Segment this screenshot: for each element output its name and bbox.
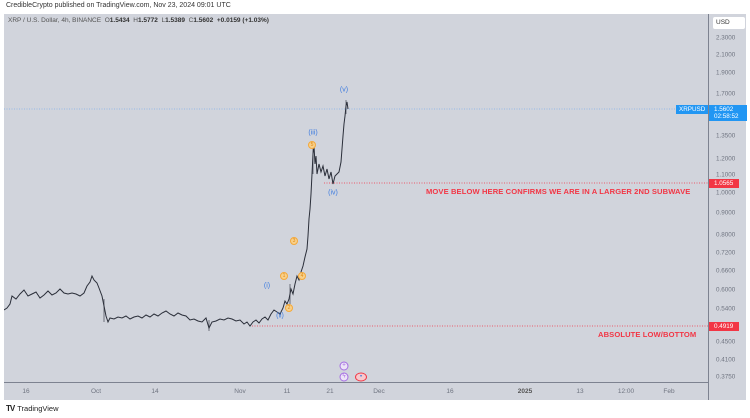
tradingview-logo-icon: TV bbox=[6, 404, 15, 413]
y-tick: 1.9000 bbox=[716, 69, 736, 77]
x-tick: 21 bbox=[326, 388, 334, 395]
event-plus-icon[interactable]: + bbox=[339, 361, 349, 371]
price-chart-svg bbox=[4, 100, 708, 331]
wave-label-iii: (iii) bbox=[308, 129, 318, 137]
y-tick: 0.3750 bbox=[716, 373, 736, 381]
us-flag-event-icon[interactable]: ▪ bbox=[355, 372, 367, 382]
upper-level-annotation: MOVE BELOW HERE CONFIRMS WE ARE IN A LAR… bbox=[426, 187, 691, 196]
y-tick: 1.7000 bbox=[716, 90, 736, 98]
legend-symbol: XRP / U.S. Dollar, 4h, BINANCE bbox=[8, 17, 102, 24]
y-tick: 0.7200 bbox=[716, 249, 736, 257]
x-tick: 11 bbox=[283, 388, 291, 395]
y-tick: 0.4100 bbox=[716, 356, 736, 364]
bar-countdown: 02:58:52 bbox=[714, 113, 739, 120]
chart-plot-area[interactable]: XRP / U.S. Dollar, 4h, BINANCE O1.5434 H… bbox=[4, 14, 709, 382]
y-tick: 0.6600 bbox=[716, 267, 736, 275]
y-tick: 0.9000 bbox=[716, 209, 736, 217]
y-tick: 0.4500 bbox=[716, 338, 736, 346]
currency-selector[interactable]: USD bbox=[713, 17, 745, 29]
y-tick: 1.0000 bbox=[716, 189, 736, 197]
y-tick: 1.1000 bbox=[716, 171, 736, 179]
price-axis[interactable]: USD 2.3000 2.1000 1.9000 1.7000 1.3500 1… bbox=[708, 14, 747, 400]
y-tick: 0.8000 bbox=[716, 231, 736, 239]
symbol-legend: XRP / U.S. Dollar, 4h, BINANCE O1.5434 H… bbox=[8, 17, 269, 24]
current-price-value: 1.5602 bbox=[714, 106, 734, 113]
x-tick: Dec bbox=[373, 388, 385, 395]
price-line bbox=[4, 101, 349, 330]
lower-level-annotation: ABSOLUTE LOW/BOTTOM bbox=[598, 330, 697, 339]
x-tick: 14 bbox=[151, 388, 159, 395]
legend-low: 1.5389 bbox=[165, 17, 186, 24]
y-tick: 1.2000 bbox=[716, 155, 736, 163]
x-tick: Nov bbox=[234, 388, 246, 395]
legend-close: 1.5602 bbox=[193, 17, 214, 24]
x-tick: Feb bbox=[663, 388, 675, 395]
subwave-label-5: 5 bbox=[308, 141, 316, 149]
subwave-label-3: 3 bbox=[290, 237, 298, 245]
legend-change: +0.0159 (+1.03%) bbox=[216, 17, 269, 24]
chart-frame: XRP / U.S. Dollar, 4h, BINANCE O1.5434 H… bbox=[4, 14, 747, 400]
x-tick: 12:00 bbox=[617, 388, 635, 395]
subwave-label-4: 4 bbox=[298, 272, 306, 280]
x-tick: 16 bbox=[446, 388, 454, 395]
current-price-tag: 1.5602 02:58:52 bbox=[709, 105, 747, 121]
brand-name: TradingView bbox=[17, 404, 59, 413]
legend-high: 1.5772 bbox=[138, 17, 158, 24]
lower-level-price-tag: 0.4919 bbox=[709, 322, 739, 331]
y-tick: 0.6000 bbox=[716, 286, 736, 294]
subwave-label-1: 1 bbox=[280, 272, 288, 280]
wave-label-i: (i) bbox=[263, 282, 271, 290]
wave-label-v: (v) bbox=[339, 86, 349, 94]
time-axis[interactable]: 16 Oct 14 Nov 11 21 Dec 16 2025 13 12:00… bbox=[4, 382, 708, 400]
y-tick: 2.1000 bbox=[716, 51, 736, 59]
event-lightning-icon[interactable]: ϟ bbox=[339, 372, 349, 382]
y-tick: 1.3500 bbox=[716, 132, 736, 140]
publish-info: CredibleCrypto published on TradingView.… bbox=[6, 2, 231, 9]
x-tick: Oct bbox=[90, 388, 102, 395]
footer-branding: TV TradingView bbox=[6, 404, 59, 413]
x-tick: 16 bbox=[22, 388, 30, 395]
subwave-label-2: 2 bbox=[285, 304, 293, 312]
y-tick: 2.3000 bbox=[716, 34, 736, 42]
x-tick-year: 2025 bbox=[517, 388, 533, 395]
y-tick: 0.5400 bbox=[716, 305, 736, 313]
x-tick: 13 bbox=[576, 388, 584, 395]
wave-label-ii: (ii) bbox=[276, 312, 284, 320]
wave-label-iv: (iv) bbox=[328, 189, 338, 197]
symbol-price-tag: XRPUSD bbox=[676, 105, 709, 114]
upper-level-price-tag: 1.0565 bbox=[709, 179, 739, 188]
legend-open: 1.5434 bbox=[109, 17, 130, 24]
